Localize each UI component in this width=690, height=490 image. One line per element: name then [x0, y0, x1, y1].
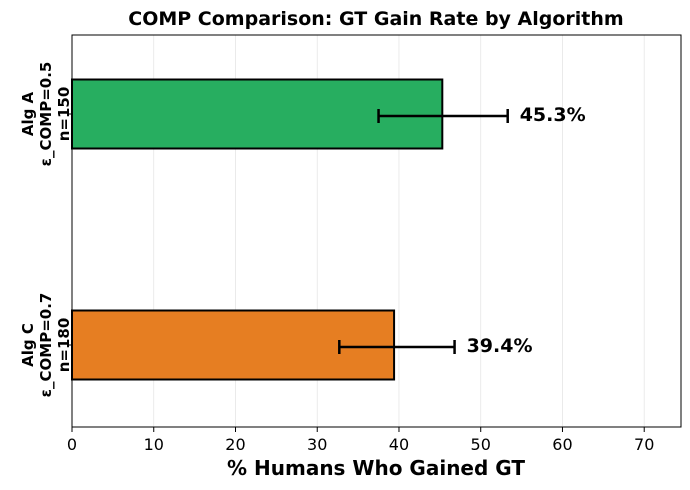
chart-title: COMP Comparison: GT Gain Rate by Algorit…	[128, 8, 623, 30]
bar	[71, 78, 444, 150]
x-axis-label: % Humans Who Gained GT	[227, 456, 525, 480]
bars: 45.3% 39.4%	[71, 78, 586, 381]
bar	[71, 309, 396, 381]
y-tick-label: Alg Aε_COMP=0.5n=150	[19, 62, 73, 167]
x-tick-label: 60	[552, 435, 572, 454]
x-tick-label: 20	[225, 435, 245, 454]
y-tick-label-line: Alg A	[19, 91, 37, 136]
x-tick-label: 30	[307, 435, 327, 454]
x-tick-label: 70	[634, 435, 654, 454]
x-axis-ticks: 0 10 20 30 40 50 60 70	[67, 427, 654, 454]
y-tick-label-line: ε_COMP=0.7	[37, 293, 55, 398]
y-tick-label-line: n=180	[55, 318, 73, 373]
y-tick-label: Alg Cε_COMP=0.7n=180	[19, 293, 73, 398]
plot-frame	[71, 34, 682, 428]
x-tick-label: 10	[144, 435, 164, 454]
y-tick-label-line: n=150	[55, 87, 73, 142]
x-tick-label: 0	[67, 435, 77, 454]
value-label: 45.3%	[520, 104, 586, 126]
y-axis-ticks: Alg Aε_COMP=0.5n=150 Alg Cε_COMP=0.7n=180	[19, 62, 73, 398]
value-label: 39.4%	[467, 335, 533, 357]
x-tick-label: 40	[389, 435, 409, 454]
x-tick-label: 50	[471, 435, 491, 454]
y-tick-label-line: Alg C	[19, 323, 37, 367]
y-tick-label-line: ε_COMP=0.5	[37, 62, 55, 167]
